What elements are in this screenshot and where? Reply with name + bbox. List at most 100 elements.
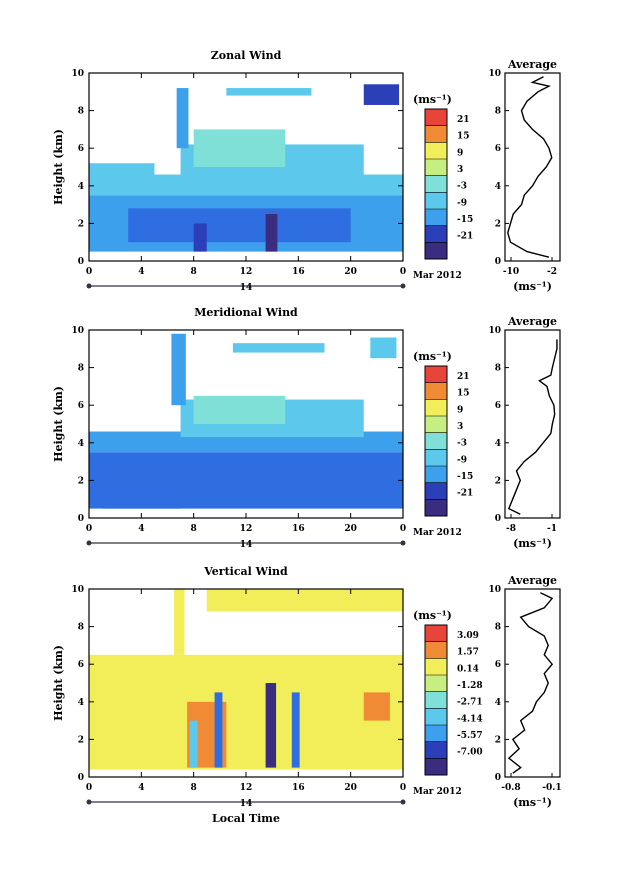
colorbar-band: [425, 725, 447, 743]
heatmap-cell: [265, 683, 277, 768]
colorbar-band: [425, 366, 447, 384]
heatmap-cell: [363, 692, 390, 721]
colorbar-tick-label: 0.14: [457, 664, 479, 674]
colorbar-tick-label: -1.28: [457, 681, 483, 691]
average-title: Average: [507, 574, 557, 587]
date-day: 14: [240, 283, 253, 293]
colorbar-tick-label: -15: [457, 472, 473, 482]
average-x-tick-label: -10: [503, 267, 519, 277]
colorbar-tick-label: 21: [457, 372, 470, 382]
y-tick-label: 0: [78, 514, 84, 524]
average-x-tick-label: -1: [547, 524, 557, 534]
panel-title: Zonal Wind: [211, 49, 282, 62]
colorbar-tick-label: -15: [457, 215, 473, 225]
colorbar-tick-label: -2.71: [457, 698, 483, 708]
average-y-tick-label: 0: [495, 514, 501, 524]
x-tick-label: 0: [86, 524, 92, 534]
colorbar-tick-label: 3: [457, 422, 463, 432]
date-bar-end: [400, 283, 406, 289]
average-x-label: (ms⁻¹): [513, 796, 552, 809]
average-x-label: (ms⁻¹): [513, 280, 552, 293]
colorbar-frame: [424, 624, 448, 776]
colorbar-band: [425, 109, 447, 127]
y-axis-label: Height (km): [52, 386, 65, 462]
x-tick-label: 20: [344, 524, 357, 534]
heatmap-cell: [174, 589, 185, 655]
heatmap-cell: [89, 654, 403, 770]
colorbar-tick-label: 9: [457, 405, 463, 415]
average-y-tick-label: 10: [488, 585, 501, 595]
y-tick-label: 10: [71, 69, 84, 79]
colorbar-band: [425, 499, 447, 517]
colorbar-tick-label: 1.57: [457, 648, 479, 658]
y-tick-label: 6: [78, 660, 84, 670]
average-y-tick-label: 2: [495, 219, 501, 229]
date-day: 14: [240, 799, 253, 809]
colorbar-tick-label: 15: [457, 389, 470, 399]
average-x-tick-label: -0.1: [542, 783, 561, 793]
colorbar-unit: (ms⁻¹): [413, 350, 452, 363]
x-axis-label: Local Time: [212, 812, 280, 825]
heatmap-cell: [128, 208, 351, 243]
x-tick-label: 8: [191, 783, 197, 793]
heatmap-cell: [363, 84, 400, 105]
average-frame: [504, 72, 561, 262]
average-y-tick-label: 4: [495, 182, 501, 192]
heatmap-cell: [89, 163, 155, 175]
heatmap-cell: [214, 692, 223, 768]
y-tick-label: 0: [78, 257, 84, 267]
colorbar-band: [425, 399, 447, 417]
colorbar-band: [425, 382, 447, 400]
colorbar-band: [425, 449, 447, 467]
x-tick-label: 16: [292, 783, 305, 793]
date-bar-start: [86, 540, 92, 546]
colorbar-band: [425, 741, 447, 759]
average-profile-line: [507, 339, 558, 515]
heatmap-cell: [193, 223, 207, 252]
colorbar-tick-label: -21: [457, 489, 473, 499]
y-axis-label: Height (km): [52, 645, 65, 721]
average-y-tick-label: 10: [488, 69, 501, 79]
colorbar-band: [425, 675, 447, 693]
average-y-tick-label: 6: [495, 660, 501, 670]
date-bar-start: [86, 283, 92, 289]
colorbar-tick-label: -3: [457, 439, 467, 449]
heatmap-cell: [265, 214, 278, 252]
colorbar-band: [425, 242, 447, 260]
colorbar-band: [425, 432, 447, 450]
colorbar-tick-label: -7.00: [457, 748, 483, 758]
x-tick-label: 8: [191, 267, 197, 277]
x-tick-label: 12: [240, 267, 253, 277]
colorbar-tick-label: 9: [457, 148, 463, 158]
y-tick-label: 8: [78, 623, 84, 633]
date-label: Mar 2012: [413, 528, 462, 538]
average-title: Average: [507, 315, 557, 328]
heatmap-cell: [189, 720, 198, 768]
average-frame: [504, 588, 561, 778]
colorbar-frame: [424, 365, 448, 517]
date-day: 14: [240, 540, 253, 550]
colorbar-band: [425, 466, 447, 484]
heatmap-cell: [226, 88, 312, 96]
colorbar-band: [425, 125, 447, 143]
x-tick-label: 12: [240, 783, 253, 793]
y-tick-label: 2: [78, 476, 84, 486]
y-tick-label: 10: [71, 585, 84, 595]
average-y-tick-label: 8: [495, 107, 501, 117]
colorbar-tick-label: 15: [457, 132, 470, 142]
average-frame: [504, 329, 561, 519]
average-x-tick-label: -0.8: [501, 783, 520, 793]
x-tick-label: 20: [344, 267, 357, 277]
colorbar-band: [425, 625, 447, 643]
heatmap-cell: [291, 692, 300, 768]
average-y-tick-label: 4: [495, 439, 501, 449]
average-y-tick-label: 6: [495, 144, 501, 154]
x-tick-label: 16: [292, 524, 305, 534]
x-tick-label: 4: [138, 267, 144, 277]
colorbar-tick-label: -9: [457, 455, 467, 465]
date-label: Mar 2012: [413, 271, 462, 281]
colorbar-tick-label: -5.57: [457, 731, 483, 741]
colorbar-unit: (ms⁻¹): [413, 93, 452, 106]
